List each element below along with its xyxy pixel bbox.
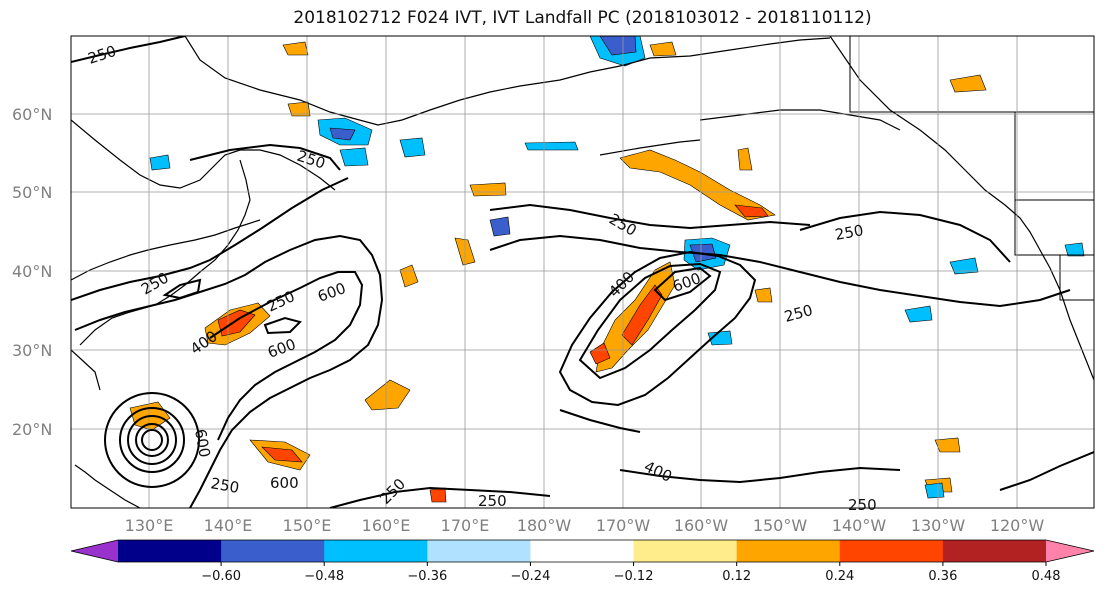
neg-patch-small-8 bbox=[924, 482, 945, 499]
lat-label: 20°N bbox=[12, 420, 52, 439]
colorbar: −0.60 −0.48 −0.36 −0.24 −0.12 0.12 0.24 0.36 0.4… bbox=[70, 539, 1095, 584]
lat-label: 50°N bbox=[12, 183, 52, 202]
neg-patch-small-5 bbox=[904, 305, 933, 323]
pos-patch-small-11 bbox=[429, 487, 447, 503]
colorbar-tick-label: 0.48 bbox=[1032, 569, 1061, 584]
neg-patch-small-10 bbox=[399, 137, 426, 158]
lon-label: 170°E bbox=[441, 516, 490, 535]
pos-patch-small-9 bbox=[649, 41, 677, 57]
neg-patch-small-7 bbox=[707, 330, 733, 346]
colorbar-tick-label: −0.36 bbox=[407, 569, 447, 584]
contour-label: 250 bbox=[478, 492, 507, 510]
colorbar-tick-label: −0.12 bbox=[614, 569, 654, 584]
lat-label: 60°N bbox=[12, 105, 52, 124]
pos-patch-small-6 bbox=[949, 74, 987, 93]
pos-patch-alaska bbox=[619, 149, 776, 221]
lon-label: 150°E bbox=[283, 516, 332, 535]
colorbar-extend-left bbox=[71, 540, 118, 562]
pos-patch-small-3 bbox=[399, 264, 419, 288]
neg-patch-small-1 bbox=[489, 216, 511, 237]
contour-label: 600 bbox=[191, 428, 214, 459]
lon-label: 170°W bbox=[596, 516, 651, 535]
pos-patch-small-12 bbox=[469, 182, 507, 197]
neg-patch-small-9 bbox=[1064, 242, 1085, 257]
lon-label: 140°E bbox=[204, 516, 253, 535]
longitude-labels: 130°E 140°E 150°E 160°E 170°E 180°W 170°… bbox=[125, 516, 1045, 535]
map-title: 2018102712 F024 IVT, IVT Landfall PC (20… bbox=[293, 8, 872, 28]
coastlines bbox=[71, 36, 1094, 508]
colorbar-tick-label: 0.24 bbox=[825, 569, 854, 584]
colorbar-segment bbox=[427, 540, 531, 562]
lon-label: 160°W bbox=[674, 516, 729, 535]
contour-label: 600 bbox=[270, 474, 299, 492]
colorbar-tick-label: 0.12 bbox=[722, 569, 751, 584]
pos-patch-small-8 bbox=[287, 101, 311, 117]
borders bbox=[849, 36, 1094, 301]
lon-label: 160°E bbox=[362, 516, 411, 535]
colorbar-segment bbox=[942, 540, 1047, 562]
lon-label: 130°E bbox=[125, 516, 174, 535]
neg-patch-small-2 bbox=[149, 154, 171, 171]
colorbar-tick-label: 0.36 bbox=[928, 569, 957, 584]
lon-label: 180°W bbox=[517, 516, 572, 535]
colorbar-segment bbox=[633, 540, 738, 562]
colorbar-segment bbox=[530, 540, 635, 562]
pos-patch-small-4 bbox=[737, 147, 753, 171]
neg-patch-small-4 bbox=[524, 141, 579, 151]
neg-patch-small-3 bbox=[339, 147, 369, 167]
lat-label: 30°N bbox=[12, 341, 52, 360]
colorbar-tick-label: −0.24 bbox=[511, 569, 551, 584]
contour-label: 250 bbox=[848, 496, 877, 514]
colorbar-segment bbox=[839, 540, 944, 562]
lat-label: 40°N bbox=[12, 262, 52, 281]
colorbar-tick-label: −0.60 bbox=[201, 569, 241, 584]
colorbar-extend-right bbox=[1046, 540, 1094, 562]
contour-label: 250 bbox=[209, 474, 240, 497]
colorbar-segment bbox=[118, 540, 222, 562]
ivt-contours bbox=[71, 36, 1094, 508]
pos-patch-small-7 bbox=[282, 41, 309, 56]
colorbar-tick-label: −0.48 bbox=[304, 569, 344, 584]
contour-label: 250 bbox=[834, 221, 865, 244]
lon-label: 150°W bbox=[753, 516, 808, 535]
pos-patch-small-5 bbox=[754, 287, 773, 303]
map-frame bbox=[70, 35, 1095, 509]
colorbar-segment bbox=[324, 540, 428, 562]
map-background bbox=[71, 36, 1094, 508]
lon-label: 140°W bbox=[832, 516, 887, 535]
lon-label: 130°W bbox=[911, 516, 966, 535]
gridlines bbox=[71, 36, 1094, 508]
neg-patch-small-6 bbox=[949, 257, 979, 275]
lon-label: 120°W bbox=[990, 516, 1045, 535]
colorbar-segment bbox=[736, 540, 841, 562]
colorbar-segment bbox=[221, 540, 325, 562]
latitude-labels: 60°N 50°N 40°N 30°N 20°N bbox=[12, 105, 52, 439]
